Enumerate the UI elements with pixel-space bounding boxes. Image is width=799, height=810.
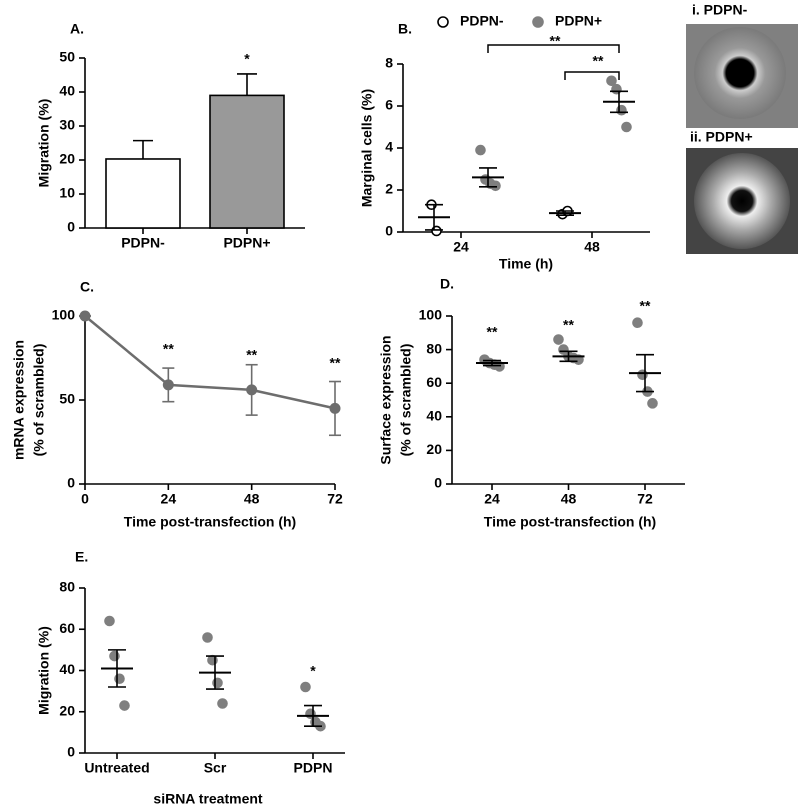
- y-tick-label: 0: [67, 744, 75, 760]
- y-tick-label: 0: [67, 475, 75, 491]
- annotation: *: [310, 663, 316, 679]
- image-label: ii. PDPN+: [690, 129, 753, 145]
- y-tick-label: 40: [426, 408, 442, 424]
- data-line: [84, 315, 336, 410]
- y-tick-label: 6: [385, 97, 393, 113]
- data-point: [104, 615, 115, 627]
- data-point: [553, 334, 564, 345]
- bar: [105, 158, 181, 229]
- x-tick-label: 24: [161, 491, 177, 507]
- y-tick-label: 50: [59, 49, 75, 65]
- annotation: **: [640, 298, 651, 314]
- x-tick-label: 24: [484, 491, 500, 507]
- y-tick-label: 60: [426, 374, 442, 390]
- y-axis-label: mRNA expression: [11, 340, 27, 460]
- annotation: **: [593, 53, 604, 69]
- panel-label: D.: [440, 276, 454, 292]
- annotation: **: [550, 33, 561, 49]
- x-tick-label: PDPN+: [223, 235, 270, 251]
- data-point: [647, 398, 658, 409]
- y-tick-label: 30: [59, 117, 75, 133]
- x-tick-label: Untreated: [84, 760, 149, 776]
- y-tick-label: 80: [426, 340, 442, 356]
- y-tick-label: 40: [59, 83, 75, 99]
- y-tick-label: 50: [59, 391, 75, 407]
- y-axis-label: Surface expression: [378, 335, 394, 464]
- legend-label: PDPN-: [460, 13, 504, 29]
- y-tick-label: 0: [385, 223, 393, 239]
- x-tick-label: 72: [637, 491, 653, 507]
- annotation: *: [244, 51, 250, 67]
- data-point: [119, 700, 130, 711]
- data-point: [494, 361, 505, 372]
- annotation: **: [246, 347, 257, 363]
- x-tick-label: 48: [584, 239, 600, 255]
- y-tick-label: 8: [385, 55, 393, 71]
- data-point: [217, 698, 228, 709]
- panel-label: A.: [70, 21, 84, 37]
- y-tick-label: 60: [59, 620, 75, 636]
- spheroid: [694, 27, 786, 119]
- legend-marker: [532, 16, 544, 28]
- y-tick-label: 100: [419, 307, 443, 323]
- y-axis-label: (% of scrambled): [31, 344, 47, 457]
- y-tick-label: 10: [59, 185, 75, 201]
- spheroid: [694, 153, 790, 249]
- annotation: **: [563, 317, 574, 333]
- x-axis-label: Time post-transfection (h): [124, 514, 296, 530]
- y-axis-label: Marginal cells (%): [359, 89, 375, 207]
- x-tick-label: PDPN: [294, 760, 333, 776]
- x-axis-label: siRNA treatment: [153, 791, 263, 807]
- panel-label: E.: [75, 549, 88, 565]
- x-axis-label: Time (h): [499, 256, 553, 272]
- panel-label: B.: [398, 21, 412, 37]
- data-point: [162, 379, 174, 391]
- y-tick-label: 0: [434, 475, 442, 491]
- data-point: [632, 317, 643, 329]
- x-axis-label: Time post-transfection (h): [484, 514, 656, 530]
- panel-label: C.: [80, 279, 94, 295]
- x-tick-label: 72: [327, 491, 343, 507]
- data-point: [246, 384, 258, 396]
- y-tick-label: 20: [426, 441, 442, 457]
- x-tick-label: 0: [81, 491, 89, 507]
- image-label: i. PDPN-: [692, 2, 748, 18]
- y-tick-label: 80: [59, 579, 75, 595]
- x-tick-label: 48: [244, 491, 260, 507]
- data-point: [329, 402, 341, 414]
- data-point: [79, 310, 91, 322]
- x-tick-label: 24: [453, 239, 469, 255]
- y-tick-label: 2: [385, 181, 393, 197]
- x-tick-label: 48: [561, 491, 577, 507]
- legend-label: PDPN+: [555, 13, 602, 29]
- y-tick-label: 20: [59, 151, 75, 167]
- annotation: **: [487, 324, 498, 340]
- data-point: [475, 144, 486, 156]
- data-point: [490, 180, 501, 192]
- y-tick-label: 4: [385, 139, 393, 155]
- y-axis-label: Migration (%): [36, 99, 52, 188]
- data-point: [621, 121, 632, 133]
- bar: [209, 94, 285, 229]
- data-point: [606, 75, 617, 87]
- significance-bracket: [487, 44, 620, 53]
- x-tick-label: Scr: [204, 760, 227, 776]
- y-axis-label: Migration (%): [36, 626, 52, 715]
- y-tick-label: 40: [59, 661, 75, 677]
- y-tick-label: 20: [59, 702, 75, 718]
- annotation: **: [330, 355, 341, 371]
- data-point: [202, 632, 213, 643]
- y-axis-label: (% of scrambled): [398, 344, 414, 457]
- y-tick-label: 0: [67, 219, 75, 235]
- legend-marker: [437, 16, 449, 28]
- y-tick-label: 100: [52, 307, 76, 323]
- annotation: **: [163, 341, 174, 357]
- x-tick-label: PDPN-: [121, 235, 165, 251]
- significance-bracket: [564, 71, 620, 80]
- data-point: [300, 681, 311, 693]
